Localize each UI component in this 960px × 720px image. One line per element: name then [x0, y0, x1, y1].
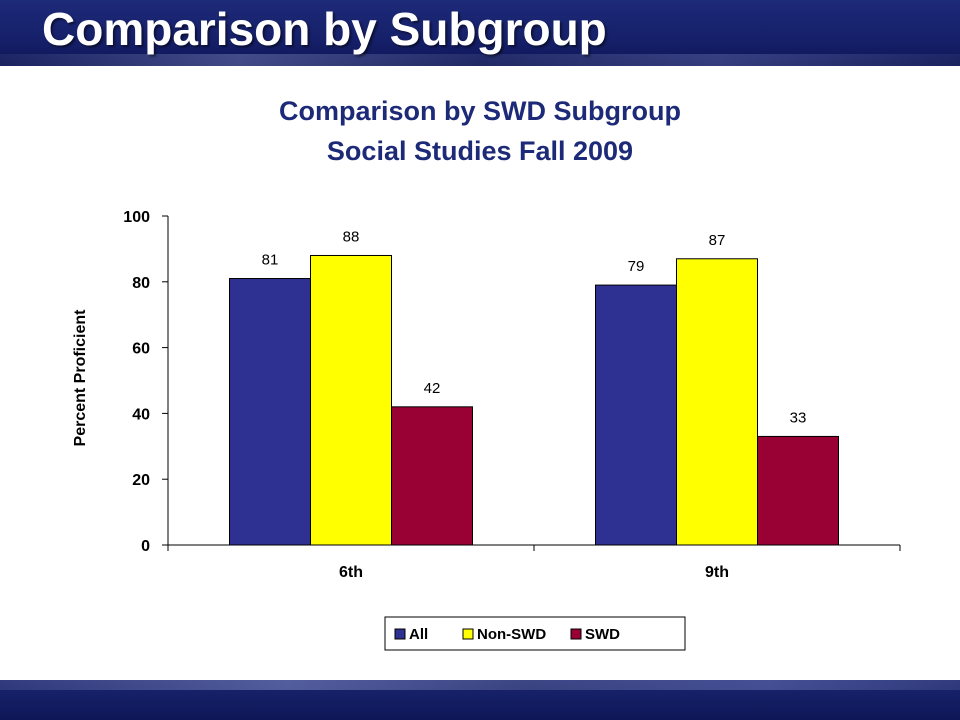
- y-tick-label-80: 80: [132, 275, 150, 292]
- data-label: 42: [424, 380, 441, 397]
- data-label: 88: [343, 228, 360, 245]
- legend-label-non-swd: Non-SWD: [477, 626, 546, 643]
- plot-area: 0 20 40 60 80 100 81 88 42 6th 79 87 33 9th: [123, 209, 901, 581]
- y-tick-label-0: 0: [141, 538, 150, 555]
- legend-swatch-swd: [570, 628, 582, 640]
- data-label: 79: [628, 258, 645, 275]
- data-label: 87: [709, 232, 726, 249]
- x-tick-label-6th: 6th: [339, 564, 363, 581]
- slide-title: Comparison by Subgroup: [42, 3, 607, 55]
- bar-swd-9th: [757, 435, 839, 546]
- legend-box: [384, 616, 686, 651]
- chart-title: Comparison by SWD Subgroup: [279, 96, 681, 126]
- data-label: 33: [790, 409, 807, 426]
- chart-subtitle: Social Studies Fall 2009: [327, 136, 633, 166]
- data-label: 81: [262, 252, 279, 269]
- legend-swatch-non-swd: [462, 628, 474, 640]
- x-tick-label-9th: 9th: [705, 564, 729, 581]
- legend-label-all: All: [409, 626, 428, 643]
- bar-chart: Comparison by SWD Subgroup Social Studie…: [72, 96, 901, 651]
- y-tick-label-60: 60: [132, 341, 150, 358]
- bar-swd-6th: [391, 406, 473, 546]
- header-streak: [0, 54, 960, 66]
- bar-all-6th: [229, 278, 311, 546]
- y-axis-title: Percent Proficient: [72, 309, 89, 447]
- bar-all-9th: [595, 284, 677, 546]
- y-tick-label-40: 40: [132, 406, 150, 423]
- header-band: Comparison by Subgroup: [0, 0, 960, 66]
- bar-non-swd-6th: [310, 254, 392, 546]
- footer-streak: [0, 680, 960, 690]
- bar-non-swd-9th: [676, 258, 758, 546]
- y-tick-label-20: 20: [132, 472, 150, 489]
- y-tick-label-100: 100: [123, 209, 150, 226]
- legend: All Non-SWD SWD: [384, 616, 686, 651]
- legend-swatch-all: [394, 628, 406, 640]
- footer-band: [0, 680, 960, 720]
- legend-label-swd: SWD: [585, 626, 620, 643]
